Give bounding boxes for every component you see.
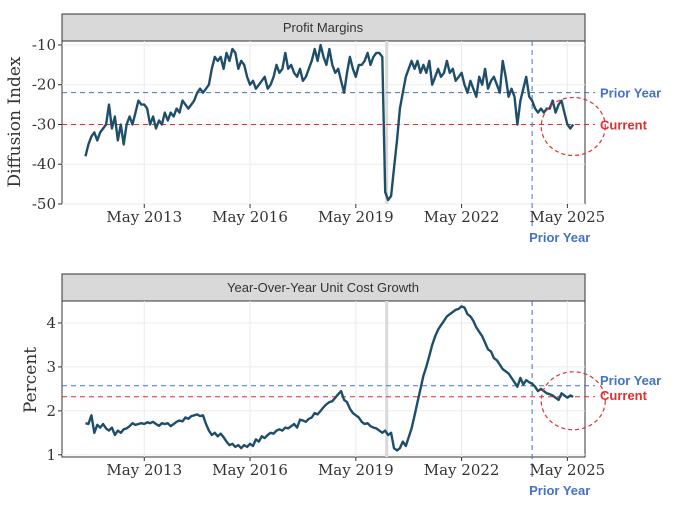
x-tick-label: May 2013	[106, 208, 182, 226]
recession-band-rect	[385, 301, 389, 457]
x-tick-label: May 2025	[530, 208, 606, 226]
y-tick-label: -40	[32, 155, 56, 173]
x-tick-labels: May 2013 May 2016 May 2019 May 2022 May 2025	[106, 457, 605, 479]
x-tick-label: May 2025	[530, 461, 606, 479]
panel-unit-cost-growth: Year-Over-Year Unit Cost Growth 1 2 3 4 May…	[21, 273, 661, 498]
recession-band-rect	[385, 41, 389, 204]
panel-title: Year-Over-Year Unit Cost Growth	[227, 280, 419, 295]
y-tick-label: -20	[32, 76, 56, 94]
series-line	[84, 43, 575, 202]
y-tick-label: -50	[32, 195, 56, 213]
y-tick-label: 1	[46, 446, 56, 464]
recession-band	[385, 41, 389, 204]
y-tick-label: 3	[46, 358, 56, 376]
plot-area	[61, 40, 586, 205]
panel-profit-margins: Profit Margins -50-40-30-20-10 May 2013 M…	[5, 13, 661, 245]
reference-lines	[62, 301, 595, 481]
prior-year-label: Prior Year	[600, 86, 661, 101]
highlight-circle	[540, 96, 606, 157]
current-label: Current	[600, 388, 648, 403]
y-tick-labels: 1 2 3 4	[46, 314, 62, 464]
y-tick-labels: -50 -40 -30 -20 -10	[32, 36, 62, 213]
y-axis-label: Diffusion Index	[5, 56, 25, 187]
recession-band	[385, 301, 389, 457]
prior-year-vertical-label: Prior Year	[529, 483, 590, 498]
current-label: Current	[600, 117, 648, 132]
y-tick-label: -30	[32, 115, 56, 133]
x-tick-label: May 2019	[318, 208, 394, 226]
highlight-circle	[540, 371, 606, 431]
y-tick-label: 4	[46, 314, 56, 332]
x-tick-labels: May 2013 May 2016 May 2019 May 2022 May 2025	[106, 204, 605, 226]
panel-strip	[61, 273, 586, 302]
y-tick-label: 2	[46, 402, 56, 420]
x-tick-label: May 2019	[318, 461, 394, 479]
y-tick-label: -10	[32, 36, 56, 54]
grid	[62, 301, 585, 457]
panel-title: Profit Margins	[283, 20, 364, 35]
x-tick-label: May 2013	[106, 461, 182, 479]
reference-lines	[62, 41, 595, 228]
x-tick-label: May 2016	[212, 461, 288, 479]
panel-strip	[61, 13, 586, 42]
x-tick-label: May 2022	[424, 208, 500, 226]
y-axis-label: Percent	[21, 347, 41, 413]
x-tick-label: May 2022	[424, 461, 500, 479]
plot-area	[61, 300, 586, 458]
x-tick-label: May 2016	[212, 208, 288, 226]
prior-year-label: Prior Year	[600, 373, 661, 388]
prior-year-vertical-label: Prior Year	[529, 230, 590, 245]
series-line	[85, 305, 574, 452]
